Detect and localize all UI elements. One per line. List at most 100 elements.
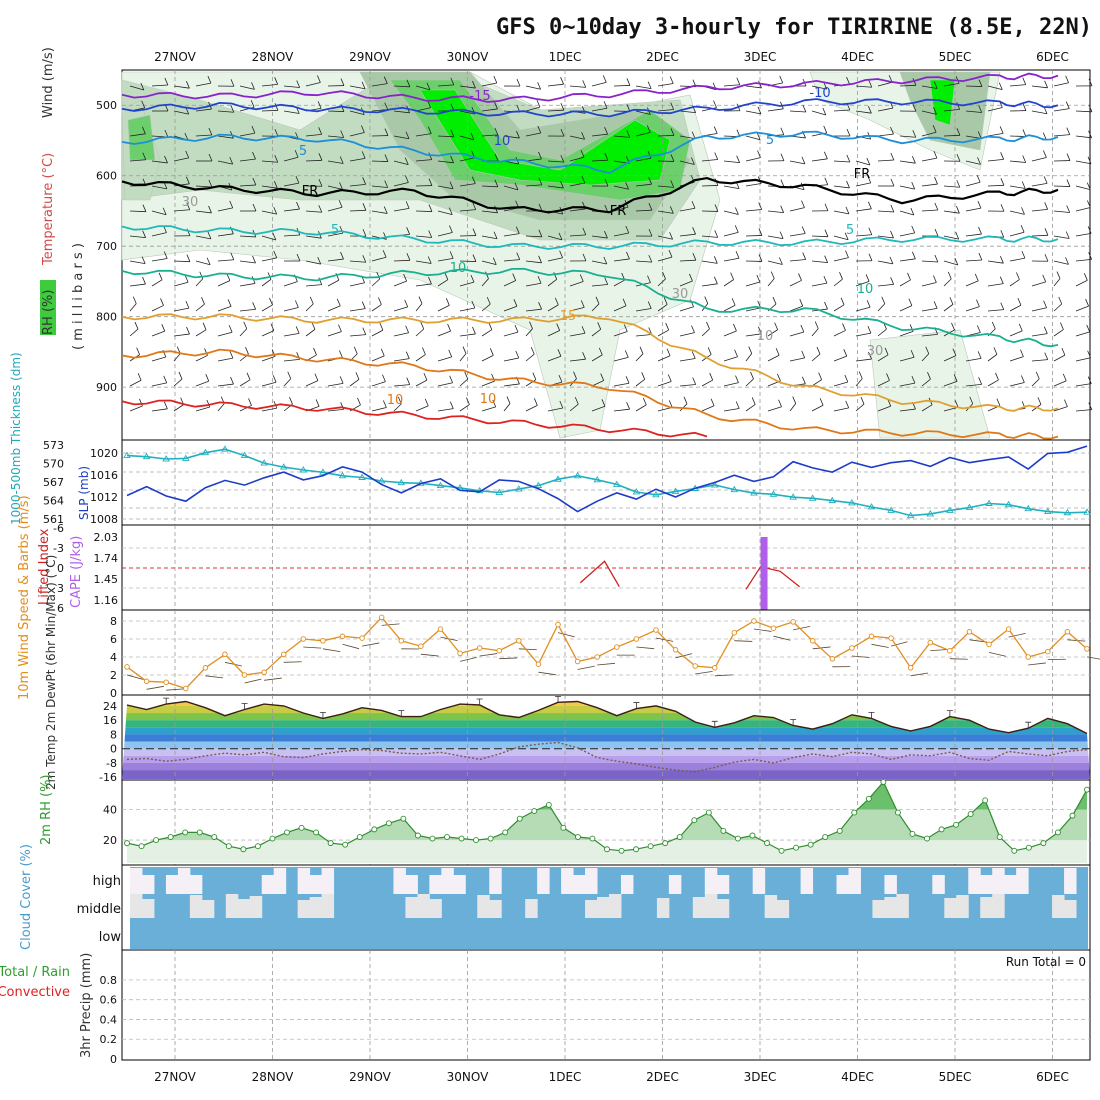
wind-barb [1053, 260, 1069, 265]
wind-barb [679, 384, 696, 387]
wind10m-barb [597, 662, 616, 666]
li-tick-label: -6 [53, 522, 64, 535]
cloud-clear-high [141, 875, 155, 894]
wind-barb-flag [1035, 371, 1040, 380]
cloud-clear-middle [249, 896, 263, 918]
rh-marker [124, 840, 130, 847]
wind-barb-flag [206, 257, 211, 265]
precip-tick-label: 0.2 [100, 1033, 118, 1046]
wind10m-barb [322, 648, 341, 652]
wind-barb-flag [163, 375, 168, 384]
thickness-marker [123, 451, 131, 459]
wind-barb-flag [355, 372, 360, 380]
wind-barb [1075, 185, 1091, 191]
wind-barb [943, 235, 959, 240]
wind-barb [657, 109, 674, 112]
wind-barb-flag [362, 203, 367, 211]
wind-barb [899, 305, 913, 312]
wind-barb-flag [1088, 104, 1093, 112]
wind-barb-flag [779, 257, 783, 265]
wind-barb-flag [668, 249, 673, 258]
wind-barb-flag [778, 399, 782, 407]
wind-barb-flag [670, 154, 675, 162]
wind-barb-flag [1085, 298, 1089, 307]
wind-barb-flag [1066, 127, 1071, 135]
wind-barb [195, 355, 208, 362]
wind-barb [613, 185, 629, 190]
thickness-marker [1063, 508, 1072, 516]
wind-barb-flag [756, 132, 761, 140]
wind-barb [283, 333, 300, 337]
wind-barb [723, 408, 740, 412]
wind-barb-flag [1043, 176, 1048, 184]
wind-barb-flag [353, 346, 358, 355]
wind-barb [701, 328, 710, 337]
wind10m-barb [773, 635, 791, 641]
wind-barb-flag [601, 399, 606, 407]
thickness-marker [848, 499, 856, 506]
wind-barb [811, 379, 822, 387]
wind-barb-flag [516, 252, 521, 260]
wind-barb [679, 259, 696, 262]
thickness-marker [279, 463, 288, 470]
wind-barb [283, 208, 300, 212]
wind-barb-flag [338, 324, 342, 332]
wind-barb [921, 157, 938, 162]
thickness-tick-label: 573 [43, 439, 64, 452]
wind-barb [195, 278, 204, 287]
wind-barb-flag [824, 177, 829, 185]
cloud-clear-high [561, 868, 574, 894]
wind-barb-flag [648, 254, 653, 263]
wind-barb-flag [625, 376, 630, 384]
rh-marker [647, 843, 654, 850]
wind-barb [327, 408, 344, 412]
temp-band [122, 748, 1090, 756]
wind-barb-flag [912, 156, 916, 164]
rh-marker [1040, 840, 1047, 847]
precip-tick-label: 0.6 [100, 994, 118, 1007]
wind-barb [239, 405, 252, 412]
wind-barb [459, 110, 475, 115]
wind-barb [217, 403, 225, 412]
wind-barb [195, 82, 212, 87]
cloud-clear-middle [309, 897, 323, 918]
wind-barb [855, 208, 872, 212]
wind-barb [789, 280, 802, 287]
wind-barb-flag [1066, 205, 1071, 213]
wind-barb [877, 235, 894, 239]
cloud-clear-middle [429, 899, 442, 918]
wind-barb [943, 108, 960, 112]
temp-tick-label: 0 [110, 743, 117, 756]
wind10m-barb [949, 658, 968, 660]
wind-barb [921, 333, 938, 337]
wind-barb-flag [710, 398, 715, 406]
rh-marker [560, 824, 567, 831]
top-date-label: 6DEC [1036, 50, 1069, 64]
wind-barb-flag [750, 371, 754, 380]
cloud-level-label: high [93, 874, 121, 889]
wind-barb [855, 160, 870, 166]
wind10m-barb [224, 661, 242, 667]
wind-barb [349, 282, 365, 287]
wind-speed-marker [947, 647, 953, 654]
wind-barb [1009, 231, 1025, 237]
wind-barb-flag [709, 372, 714, 381]
wind-barb-flag [274, 155, 279, 163]
wind-barb [305, 303, 314, 312]
temp-tick-label: 24 [103, 700, 117, 713]
rh-marker [298, 824, 305, 831]
wind-barb-flag [779, 231, 784, 239]
wind-barb [899, 135, 916, 138]
thickness-slp-lines [123, 445, 1091, 519]
wind-barb-flag [757, 150, 761, 158]
wind-barb-flag [229, 350, 234, 359]
wind-speed-marker [672, 647, 679, 653]
wind-barb [591, 405, 606, 412]
wind-barb-flag [641, 372, 646, 380]
cloud-clear-high [620, 875, 634, 894]
wind-barb [745, 333, 762, 337]
wind-barb [635, 308, 652, 312]
thickness-marker [534, 481, 543, 489]
rh-marker [240, 846, 247, 853]
thickness-marker [142, 452, 151, 460]
